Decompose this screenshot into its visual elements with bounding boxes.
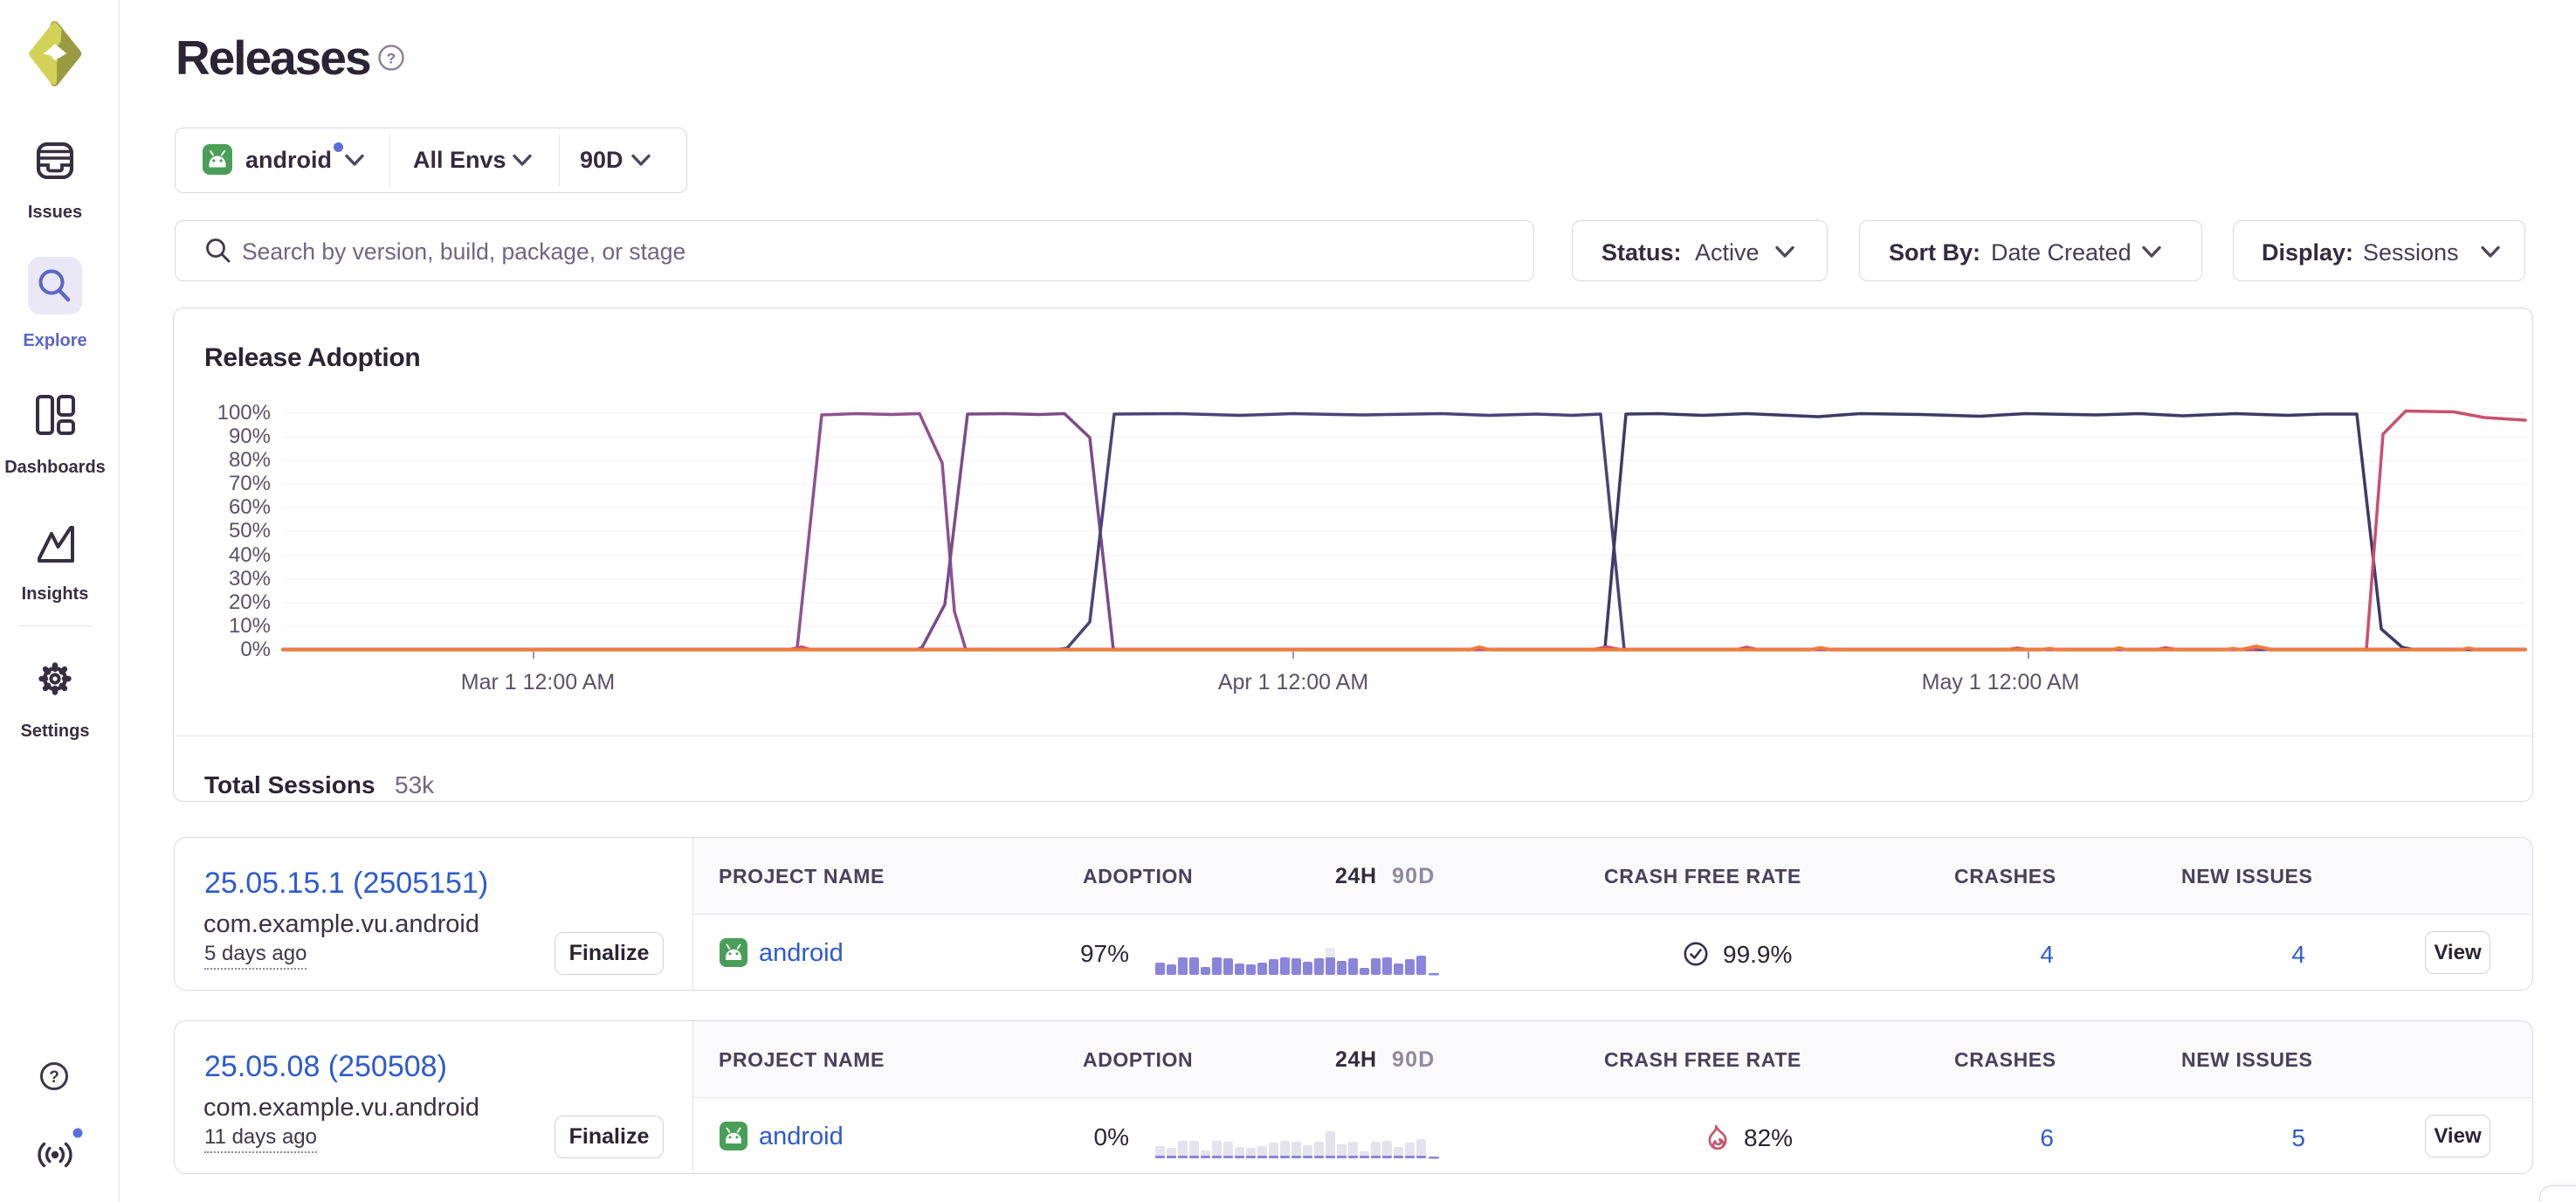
svg-text:?: ? xyxy=(49,1068,59,1087)
svg-text:?: ? xyxy=(387,51,396,67)
